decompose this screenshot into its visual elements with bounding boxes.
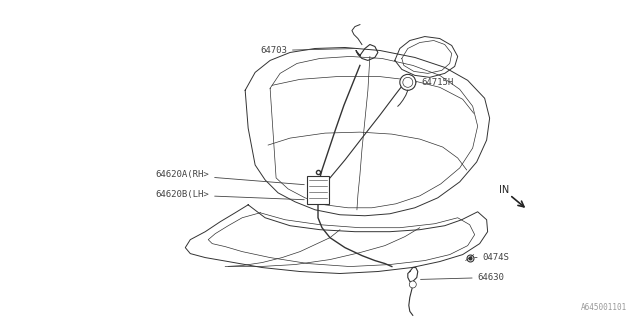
Text: 64715H: 64715H — [416, 78, 454, 87]
Text: 64620A(RH>: 64620A(RH> — [156, 171, 304, 185]
Text: 0474S: 0474S — [475, 253, 509, 262]
Text: A645001101: A645001101 — [581, 303, 627, 312]
Circle shape — [400, 74, 416, 90]
Text: 64630: 64630 — [420, 273, 504, 282]
Circle shape — [410, 281, 416, 288]
Text: IN: IN — [499, 185, 509, 195]
Text: 64620B(LH>: 64620B(LH> — [156, 190, 304, 200]
FancyBboxPatch shape — [307, 176, 329, 204]
Text: 64703: 64703 — [260, 46, 355, 55]
